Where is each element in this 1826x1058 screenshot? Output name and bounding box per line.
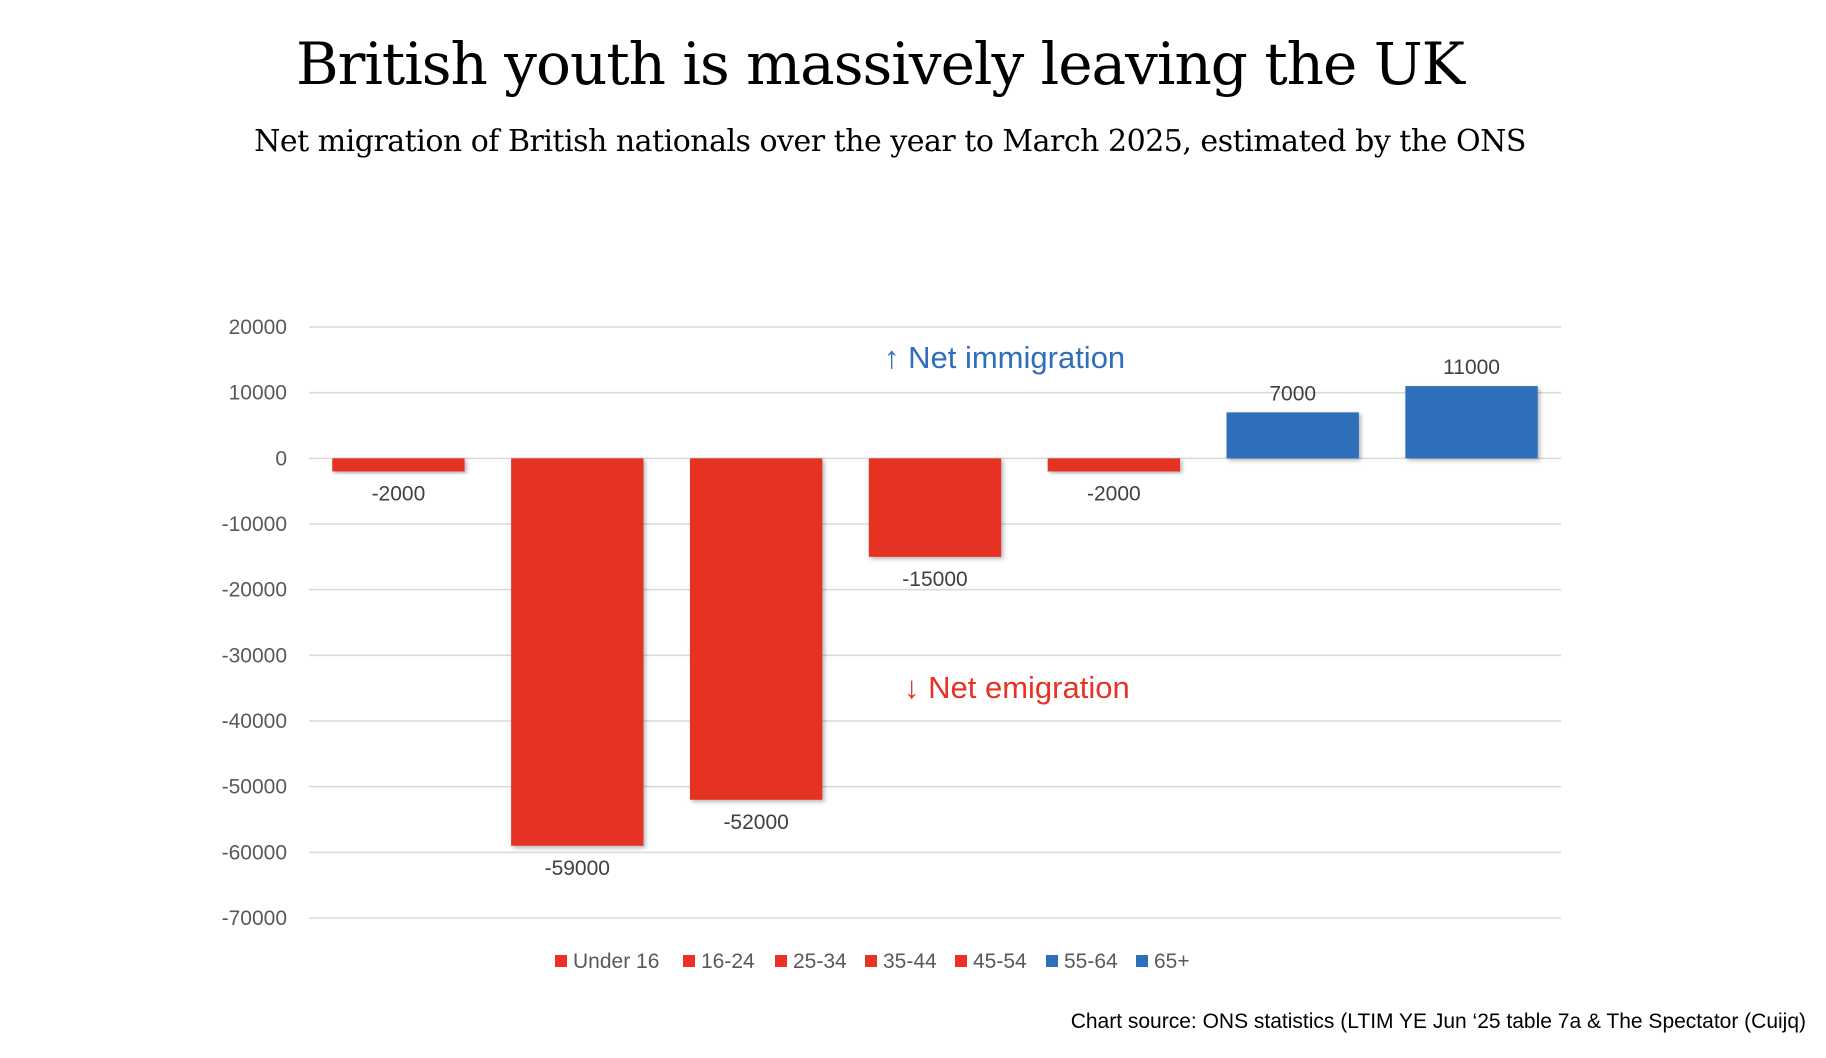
chart-subtitle: Net migration of British nationals over … <box>254 124 1526 159</box>
y-tick-label: -40000 <box>222 710 287 733</box>
chart-title: British youth is massively leaving the U… <box>295 30 1465 98</box>
legend-label: 45-54 <box>973 950 1027 973</box>
legend-swatch <box>775 955 787 967</box>
data-label: -2000 <box>1087 482 1141 505</box>
data-label: -15000 <box>902 568 967 591</box>
legend-label: 65+ <box>1154 950 1190 973</box>
y-tick-label: 20000 <box>229 316 287 339</box>
annotations: ↑ Net immigration ↓ Net emigration <box>884 340 1130 705</box>
y-tick-label: -70000 <box>222 907 287 930</box>
y-tick-label: -50000 <box>222 776 287 799</box>
bar-45-54 <box>1047 458 1181 472</box>
legend-swatch <box>1136 955 1148 967</box>
legend-item: 16-24 <box>683 950 755 973</box>
legend-label: Under 16 <box>573 950 659 973</box>
legend-label: 25-34 <box>793 950 847 973</box>
data-label: 11000 <box>1443 356 1500 379</box>
legend-item: 35-44 <box>865 950 937 973</box>
legend-item: 55-64 <box>1046 950 1118 973</box>
legend: Under 16 16-24 25-34 35-44 45-54 55-64 65+ <box>555 950 1190 973</box>
net-emigration-annotation: ↓ Net emigration <box>904 670 1130 705</box>
legend-label: 35-44 <box>883 950 937 973</box>
net-immigration-annotation: ↑ Net immigration <box>884 340 1125 375</box>
legend-item: 25-34 <box>775 950 847 973</box>
gridlines <box>309 326 1561 919</box>
y-tick-label: -30000 <box>222 644 287 667</box>
legend-item: Under 16 <box>555 950 659 973</box>
bar-under-16 <box>332 458 465 472</box>
legend-swatch <box>865 955 877 967</box>
y-tick-label: -60000 <box>222 841 287 864</box>
data-label: -52000 <box>723 811 788 834</box>
bar-65plus <box>1405 386 1538 459</box>
y-tick-label: -10000 <box>222 513 287 536</box>
y-tick-label: 10000 <box>229 382 287 405</box>
bars <box>332 386 1538 846</box>
legend-swatch <box>1046 955 1058 967</box>
legend-item: 45-54 <box>955 950 1027 973</box>
legend-label: 16-24 <box>701 950 755 973</box>
bar-55-64 <box>1226 412 1359 459</box>
data-label: 7000 <box>1269 382 1316 405</box>
bar-25-34 <box>689 458 823 800</box>
legend-swatch <box>555 955 567 967</box>
legend-swatch <box>683 955 695 967</box>
data-label: -2000 <box>372 482 426 505</box>
y-tick-label: -20000 <box>222 579 287 602</box>
data-labels: -2000 -59000 -52000 -15000 -2000 7000 11000 <box>372 356 1500 880</box>
y-axis-ticks: 20000 10000 0 -10000 -20000 -30000 -40000 -5000… <box>222 316 287 930</box>
chart-source: Chart source: ONS statistics (LTIM YE Ju… <box>1070 1010 1806 1033</box>
bar-16-24 <box>511 458 644 846</box>
legend-swatch <box>955 955 967 967</box>
data-label: -59000 <box>545 857 610 880</box>
legend-item: 65+ <box>1136 950 1190 973</box>
bar-35-44 <box>868 458 1002 557</box>
y-tick-label: 0 <box>275 447 287 470</box>
legend-label: 55-64 <box>1064 950 1118 973</box>
